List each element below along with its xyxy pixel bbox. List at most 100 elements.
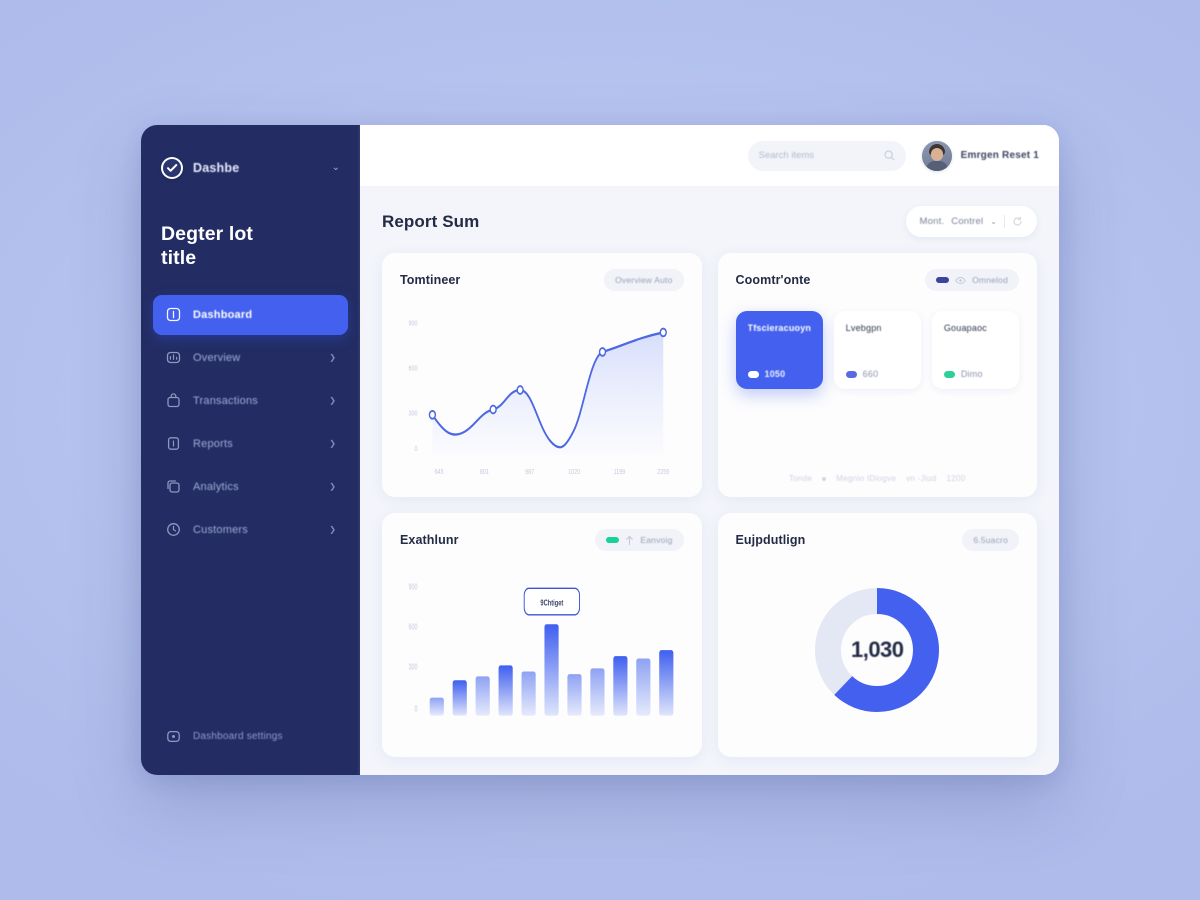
bar	[452, 680, 467, 716]
chart-icon	[165, 349, 182, 366]
stat-label: Tfscieracuoyn	[747, 323, 811, 333]
card-chip[interactable]: 6.5uacro	[962, 529, 1019, 551]
card-chip[interactable]: Eanvoig	[595, 529, 684, 551]
bar	[429, 697, 444, 716]
bar	[475, 676, 490, 716]
stat-value: 1050	[764, 369, 786, 379]
sidebar-heading: Degter lot title	[161, 223, 254, 269]
search-input[interactable]	[758, 150, 878, 161]
chevron-down-icon[interactable]: ⌄	[990, 217, 997, 226]
chip-label: Eanvoig	[640, 535, 673, 545]
card-chip[interactable]: Omnelod	[925, 269, 1019, 291]
card-header: Coomtr'onte Omnelod	[736, 269, 1019, 291]
stat-footer: 1050	[747, 369, 811, 379]
sidebar-item-label: Dashboard	[193, 308, 253, 321]
check-circle-icon	[161, 157, 183, 179]
chip-label: Overview Auto	[615, 275, 673, 285]
card-line-chart: Tomtineer Overview Auto	[382, 253, 702, 497]
bar-ytick-2: 300	[409, 664, 418, 672]
sidebar-item-customers[interactable]: Customers ❯	[153, 510, 348, 550]
bar	[567, 674, 582, 716]
card-title: Tomtineer	[400, 273, 461, 287]
footer-label: Tonde	[788, 474, 813, 483]
clock-icon	[165, 521, 182, 538]
bar	[636, 658, 651, 716]
sidebar-item-reports[interactable]: Reports ❯	[153, 424, 348, 464]
chevron-right-icon: ❯	[329, 395, 336, 405]
card-stats: Coomtr'onte Omnelod Tfscieracuoyn	[717, 253, 1037, 497]
refresh-icon[interactable]	[1012, 216, 1023, 227]
sidebar-footer: Dashboard settings	[141, 717, 360, 761]
bar-chart-plot: 900 600 300 0	[400, 557, 684, 743]
status-dot	[747, 370, 759, 378]
line-ytick-2: 300	[409, 410, 418, 418]
app-window: Dashbe ⌄ Degter lot title Dashboard Over…	[141, 125, 1059, 775]
arrow-up-icon	[625, 535, 634, 546]
bar	[521, 671, 536, 716]
sidebar-footer-label: Dashboard settings	[193, 730, 283, 742]
footer-label: Megnio IDiogve	[836, 474, 897, 483]
bar-tooltip: 9Chtiget	[523, 587, 581, 616]
chip-label: Omnelod	[972, 275, 1008, 285]
bar	[613, 656, 628, 716]
page-header: Report Sum Mont. Contrel ⌄	[382, 206, 1037, 237]
grid-icon	[165, 306, 182, 323]
chip-pill	[936, 277, 950, 283]
card-header: Eujpdutlign 6.5uacro	[735, 529, 1019, 551]
sidebar-item-label: Transactions	[193, 394, 258, 407]
line-ytick-0: 900	[409, 320, 418, 328]
card-title: Eujpdutlign	[735, 533, 806, 547]
topbar: Emrgen Reset 1	[360, 125, 1059, 186]
chevron-right-icon: ❯	[329, 524, 336, 534]
card-chip[interactable]: Overview Auto	[604, 269, 684, 291]
stat-card-row: Tfscieracuoyn 1050 Lvebgpn 660	[735, 311, 1020, 389]
user-chip[interactable]: Emrgen Reset 1	[921, 140, 1039, 171]
stat-card[interactable]: Gouapaoc Dimo	[931, 311, 1020, 389]
stat-footer-row: Tonde Megnio IDiogve vn -Jiud 1200	[736, 464, 1020, 483]
brand-name: Dashbe	[193, 161, 240, 175]
date-range-selector[interactable]: Mont. Contrel ⌄	[905, 206, 1037, 237]
line-chart-plot: 900 600 300 0	[400, 297, 684, 483]
stat-footer: 660	[845, 369, 909, 379]
brand-row[interactable]: Dashbe ⌄	[141, 151, 360, 185]
donut-center-value: 1,030	[850, 637, 904, 662]
content-area: Report Sum Mont. Contrel ⌄ Tomtineer	[360, 186, 1059, 775]
line-xtick-2: 987	[525, 469, 534, 477]
status-dot	[943, 370, 955, 378]
avatar	[921, 140, 952, 171]
stat-label: Gouapaoc	[943, 323, 987, 333]
stat-value: 660	[862, 369, 879, 379]
sidebar-item-dashboard[interactable]: Dashboard	[153, 294, 348, 335]
bar-ytick-1: 600	[409, 624, 418, 632]
line-xtick-3: 1020	[568, 469, 580, 477]
donut-value-arc	[815, 588, 940, 712]
sidebar-item-label: Analytics	[193, 480, 239, 493]
sidebar-item-analytics[interactable]: Analytics ❯	[153, 467, 348, 507]
sidebar-item-settings[interactable]: Dashboard settings	[153, 717, 348, 755]
card-header: Tomtineer Overview Auto	[400, 269, 684, 291]
chevron-down-icon[interactable]: ⌄	[331, 162, 340, 173]
card-bar-chart: Exathlunr Eanvoig	[382, 513, 702, 757]
stat-card[interactable]: Tfscieracuoyn 1050	[735, 311, 823, 389]
settings-icon	[165, 728, 182, 745]
bar	[590, 668, 605, 716]
stat-card[interactable]: Lvebgpn 660	[833, 311, 921, 389]
search-icon[interactable]	[884, 150, 895, 161]
search-box[interactable]	[747, 140, 906, 171]
line-chart-area	[432, 332, 664, 455]
line-data-point	[516, 385, 524, 395]
sidebar-item-label: Customers	[193, 523, 248, 536]
line-chart-svg: 900 600 300 0	[409, 320, 670, 477]
footer-label: 1200	[946, 474, 966, 483]
bar	[659, 650, 674, 716]
sidebar-nav: Dashboard Overview ❯ Transactions ❯	[141, 294, 360, 550]
sidebar-item-transactions[interactable]: Transactions ❯	[153, 381, 348, 421]
line-data-point	[428, 409, 437, 420]
bar-ytick-3: 0	[415, 706, 418, 714]
stat-value: Dimo	[960, 369, 983, 379]
line-ytick-3: 0	[415, 445, 418, 453]
sidebar-item-overview[interactable]: Overview ❯	[153, 338, 348, 378]
sidebar-item-label: Overview	[193, 351, 241, 364]
chevron-right-icon: ❯	[329, 352, 336, 362]
stat-label: Lvebgpn	[845, 323, 882, 333]
